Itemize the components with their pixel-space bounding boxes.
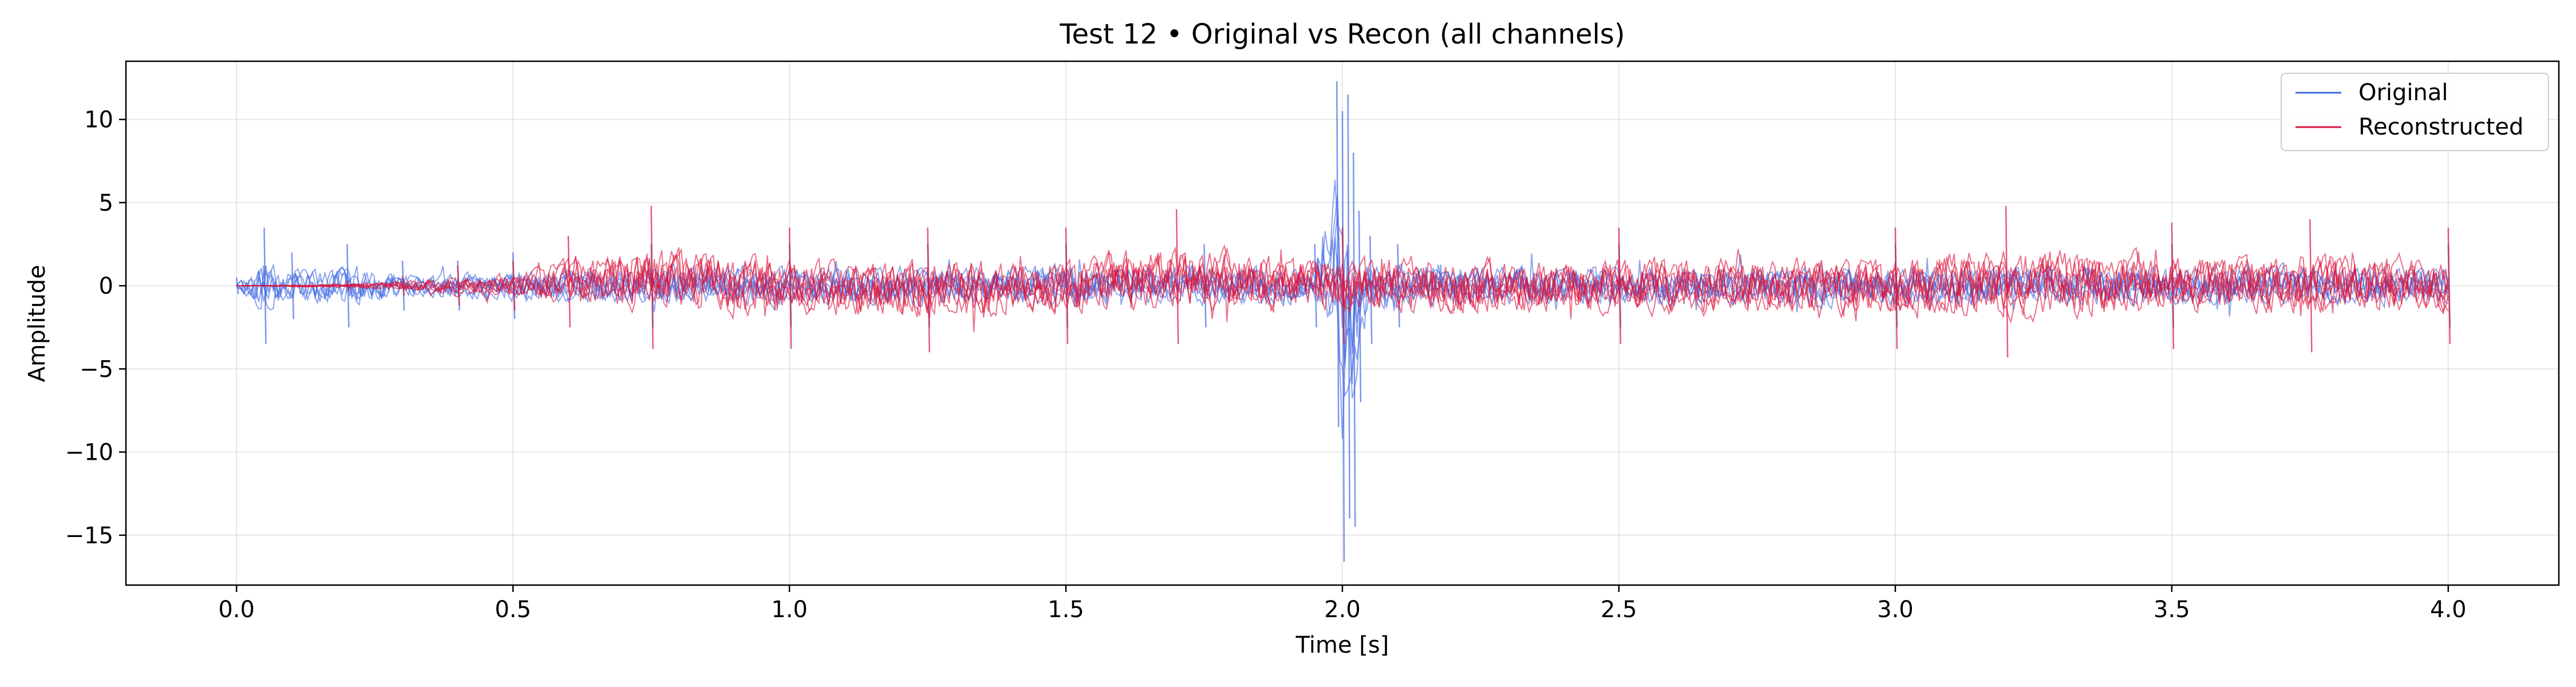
series-peak-line — [236, 206, 2451, 358]
x-axis-ticks: 0.0 0.5 1.0 1.5 2.0 2.5 3.0 3.5 4.0 — [218, 585, 2467, 623]
y-tick-label: −5 — [80, 356, 113, 382]
plot-area — [235, 81, 2451, 562]
x-tick-label: 4.0 — [2430, 597, 2467, 623]
legend-label-reconstructed: Reconstructed — [2358, 114, 2523, 140]
x-tick-label: 3.0 — [1877, 597, 1914, 623]
y-tick-label: 10 — [84, 107, 113, 133]
x-tick-label: 2.5 — [1601, 597, 1637, 623]
x-tick-label: 1.0 — [771, 597, 808, 623]
y-tick-label: 5 — [99, 190, 113, 216]
y-tick-label: −15 — [65, 523, 113, 549]
x-tick-label: 0.5 — [495, 597, 531, 623]
x-tick-label: 2.0 — [1324, 597, 1361, 623]
y-tick-label: −10 — [65, 440, 113, 466]
x-tick-label: 3.5 — [2154, 597, 2190, 623]
series-channel-line — [236, 251, 2449, 324]
series-channel-line — [236, 239, 2449, 439]
y-tick-label: 0 — [99, 273, 113, 299]
y-axis-ticks: −15 −10 −5 0 5 10 — [65, 107, 126, 549]
legend-box — [2281, 73, 2549, 151]
x-axis-label: Time [s] — [1295, 632, 1389, 658]
y-axis-label: Amplitude — [24, 265, 50, 382]
chart-title: Test 12 • Original vs Recon (all channel… — [1059, 18, 1625, 50]
legend: Original Reconstructed — [2281, 73, 2549, 151]
series-reconstructed — [236, 206, 2451, 358]
x-tick-label: 0.0 — [218, 597, 255, 623]
x-tick-label: 1.5 — [1048, 597, 1084, 623]
legend-label-original: Original — [2358, 80, 2448, 106]
series-peaks — [236, 206, 2451, 358]
